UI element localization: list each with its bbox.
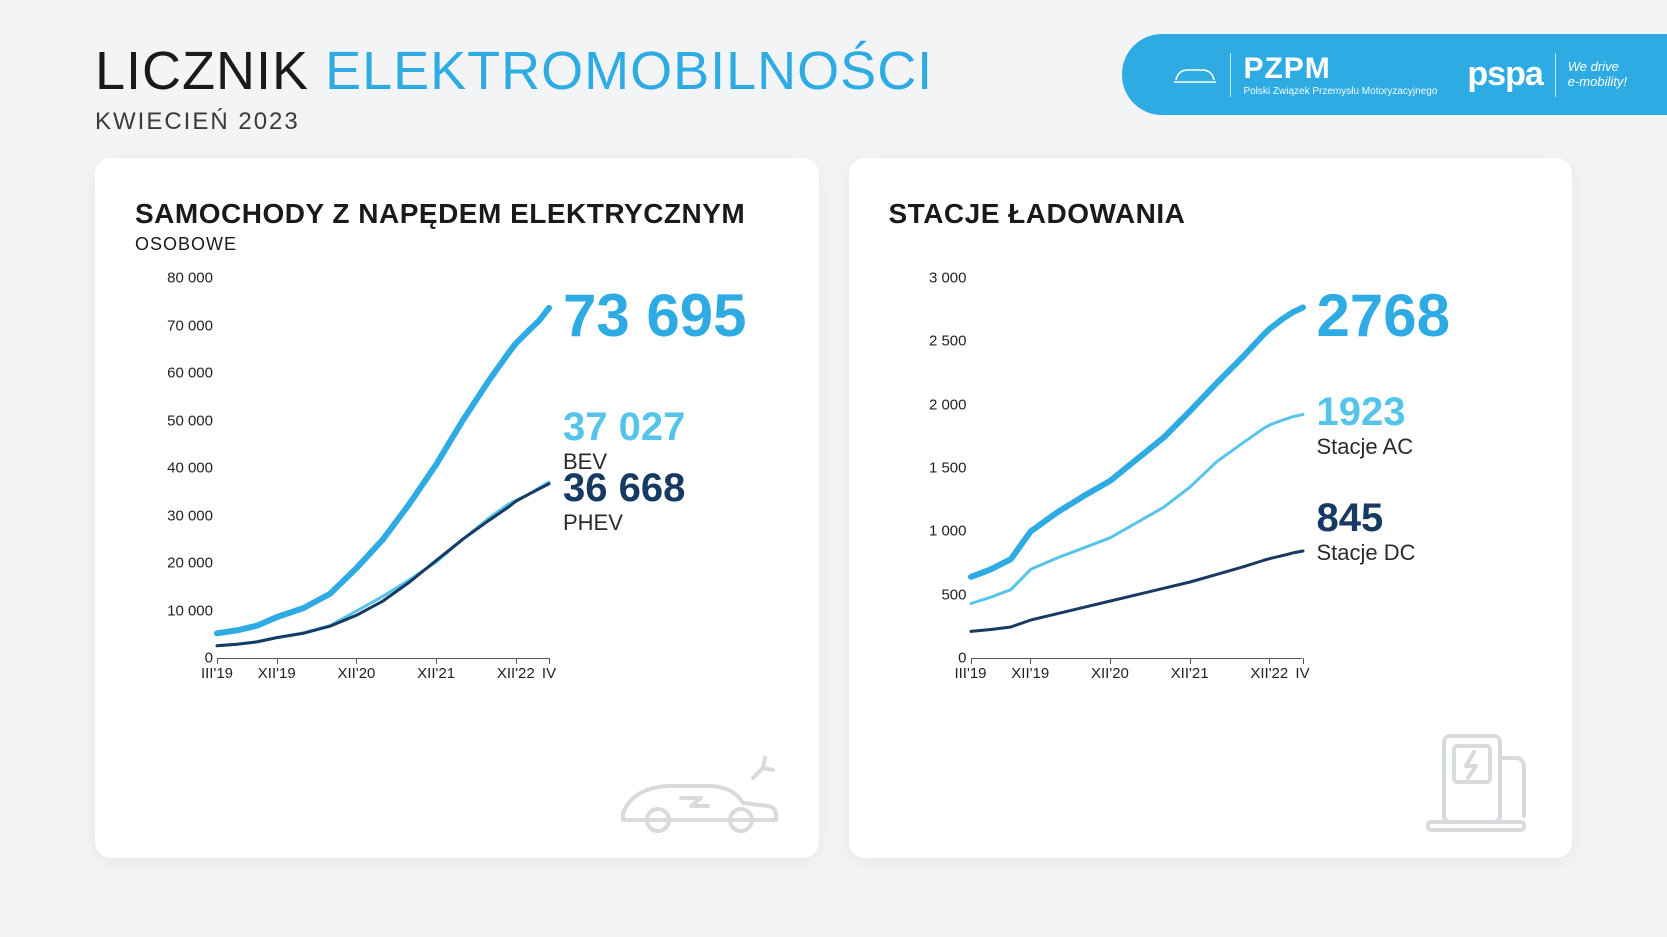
- y-axis-tick: 20 000: [135, 555, 213, 572]
- y-axis-tick: 3 000: [889, 270, 967, 287]
- org-pspa: pspa We drive e-mobility!: [1467, 53, 1627, 97]
- x-axis-tick: XII'20: [337, 665, 375, 682]
- header: LICZNIK ELEKTROMOBILNOŚCI KWIECIEŃ 2023 …: [0, 0, 1667, 136]
- tagline-1: We drive: [1568, 60, 1627, 74]
- series-value: 36 668: [563, 468, 685, 508]
- y-axis-tick: 10 000: [135, 602, 213, 619]
- org-pzpm: PZPM Polski Związek Przemysłu Motoryzacy…: [1172, 52, 1437, 97]
- x-axis-tick-mark: [1303, 658, 1304, 664]
- series-value-label-total: 2768: [1317, 286, 1450, 346]
- x-axis-tick-mark: [1030, 658, 1031, 664]
- charger-silhouette-icon: [1416, 728, 1536, 838]
- series-value: 845: [1317, 498, 1416, 538]
- chart-lines: [971, 278, 1303, 658]
- series-caption: PHEV: [563, 510, 685, 536]
- series-caption: Stacje DC: [1317, 540, 1416, 566]
- y-axis-tick: 80 000: [135, 270, 213, 287]
- org-pspa-tagline: We drive e-mobility!: [1568, 60, 1627, 89]
- chart-stations: 05001 0001 5002 0002 5003 000III'19XII'1…: [889, 278, 1533, 688]
- series-value: 2768: [1317, 286, 1450, 346]
- page-subtitle: KWIECIEŃ 2023: [95, 108, 933, 136]
- x-axis-tick: III'19: [201, 665, 233, 682]
- y-axis-tick: 50 000: [135, 412, 213, 429]
- x-axis-tick: III'19: [954, 665, 986, 682]
- org-pzpm-text: PZPM Polski Związek Przemysłu Motoryzacy…: [1243, 52, 1437, 97]
- title-part-1: LICZNIK: [95, 41, 309, 101]
- x-axis-tick: XII'22: [497, 665, 535, 682]
- y-axis-tick: 40 000: [135, 460, 213, 477]
- x-axis-tick-mark: [1110, 658, 1111, 664]
- y-axis-tick: 500: [889, 586, 967, 603]
- org-pzpm-sub: Polski Związek Przemysłu Motoryzacyjnego: [1243, 86, 1437, 97]
- y-axis-tick: 2 000: [889, 396, 967, 413]
- x-axis-tick: XII'19: [1011, 665, 1049, 682]
- x-axis-tick-mark: [971, 658, 972, 664]
- x-axis-tick-mark: [217, 658, 218, 664]
- x-axis-tick-mark: [277, 658, 278, 664]
- series-value-label-total: 73 695: [563, 286, 747, 346]
- y-axis-tick: 1 000: [889, 523, 967, 540]
- y-axis-tick: 0: [889, 650, 967, 667]
- panel-stations-title: STACJE ŁADOWANIA: [889, 198, 1533, 230]
- panels-row: SAMOCHODY Z NAPĘDEM ELEKTRYCZNYM OSOBOWE…: [0, 136, 1667, 858]
- x-axis-tick-mark: [1269, 658, 1270, 664]
- tagline-2: e-mobility!: [1568, 75, 1627, 89]
- x-axis: III'19XII'19XII'20XII'21XII'22IV: [971, 658, 1303, 688]
- series-line-dc: [971, 551, 1303, 631]
- series-value: 73 695: [563, 286, 747, 346]
- x-axis-tick-mark: [549, 658, 550, 664]
- y-axis-tick: 0: [135, 650, 213, 667]
- x-axis-tick: XII'19: [258, 665, 296, 682]
- series-value: 37 027: [563, 407, 685, 447]
- panel-stations: STACJE ŁADOWANIA 0 500 1 000 1 500 2 000 2 50…: [849, 158, 1573, 858]
- x-axis-tick: IV: [542, 665, 556, 682]
- chart-vehicles: 0 10 000 20 000 30 000 40 000 50 000 60 000 70 …: [135, 278, 779, 688]
- x-axis-tick: XII'21: [1171, 665, 1209, 682]
- y-axis-tick: 1 500: [889, 460, 967, 477]
- series-line-total: [971, 307, 1303, 577]
- x-axis-tick-mark: [516, 658, 517, 664]
- series-value-label-phev: 36 668PHEV: [563, 468, 685, 536]
- car-outline-icon: [1172, 60, 1218, 90]
- y-axis-tick: 60 000: [135, 365, 213, 382]
- badge-separator: [1555, 53, 1556, 97]
- series-line-total: [217, 308, 549, 633]
- title-part-2: ELEKTROMOBILNOŚCI: [325, 41, 933, 101]
- x-axis: III'19XII'19XII'20XII'21XII'22IV: [217, 658, 549, 688]
- y-axis-tick: 2 500: [889, 333, 967, 350]
- series-value-label-bev: 37 027BEV: [563, 407, 685, 475]
- series-value-label-dc: 845Stacje DC: [1317, 498, 1416, 566]
- panel-vehicles: SAMOCHODY Z NAPĘDEM ELEKTRYCZNYM OSOBOWE…: [95, 158, 819, 858]
- x-axis-tick-mark: [356, 658, 357, 664]
- org-badge: PZPM Polski Związek Przemysłu Motoryzacy…: [1122, 34, 1667, 115]
- page-title: LICZNIK ELEKTROMOBILNOŚCI: [95, 40, 933, 102]
- y-axis-tick: 30 000: [135, 507, 213, 524]
- series-line-ac: [971, 414, 1303, 603]
- org-pspa-name: pspa: [1467, 55, 1542, 94]
- x-axis-tick: XII'22: [1250, 665, 1288, 682]
- series-value-label-ac: 1923Stacje AC: [1317, 392, 1414, 460]
- x-axis-tick-mark: [1190, 658, 1191, 664]
- x-axis-tick: XII'21: [417, 665, 455, 682]
- series-value: 1923: [1317, 392, 1414, 432]
- panel-vehicles-title: SAMOCHODY Z NAPĘDEM ELEKTRYCZNYM: [135, 198, 779, 230]
- x-axis-tick-mark: [436, 658, 437, 664]
- y-axis-tick: 70 000: [135, 317, 213, 334]
- car-silhouette-icon: [613, 748, 783, 838]
- panel-vehicles-subtitle: OSOBOWE: [135, 234, 779, 255]
- x-axis-tick: XII'20: [1091, 665, 1129, 682]
- org-pzpm-name: PZPM: [1243, 52, 1437, 86]
- series-caption: Stacje AC: [1317, 434, 1414, 460]
- badge-separator: [1230, 53, 1231, 97]
- x-axis-tick: IV: [1295, 665, 1309, 682]
- chart-lines: [217, 278, 549, 658]
- header-title-block: LICZNIK ELEKTROMOBILNOŚCI KWIECIEŃ 2023: [95, 40, 933, 136]
